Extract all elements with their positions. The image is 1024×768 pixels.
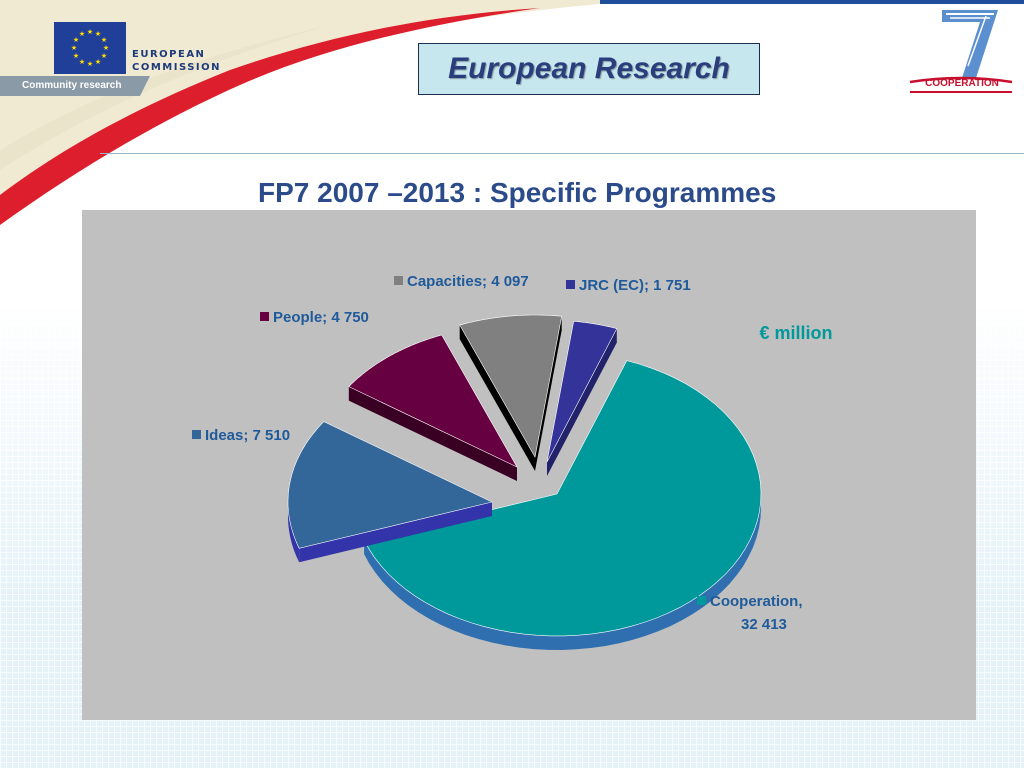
legend-swatch-cooperation (697, 596, 706, 605)
svg-text:★: ★ (71, 44, 77, 52)
svg-text:★: ★ (87, 28, 93, 36)
chart-area: Cooperation, 32 413 Ideas; 7 510 People; 4 … (82, 210, 976, 720)
svg-text:★: ★ (79, 58, 85, 66)
svg-text:★: ★ (95, 30, 101, 38)
pie-slice-edge-people (348, 386, 517, 481)
svg-text:★: ★ (79, 30, 85, 38)
pie-slice-top-cooperation (363, 360, 762, 637)
data-label-text-jrc-ec: JRC (EC); 1 751 (579, 277, 691, 294)
pie-slice-edge-capacities (535, 316, 562, 471)
pie-slice-jrc-ec (546, 320, 618, 476)
svg-text:★: ★ (101, 36, 107, 44)
pie-slice-top-people (348, 334, 518, 468)
svg-text:★: ★ (101, 52, 107, 60)
pie-chart: Cooperation, 32 413 Ideas; 7 510 People; 4 … (192, 273, 833, 650)
legend-swatch-ideas (192, 430, 201, 439)
legend-swatch-jrc-ec (566, 280, 575, 289)
data-label-cooperation: Cooperation, 32 413 (697, 593, 803, 633)
data-label-capacities: Capacities; 4 097 (394, 273, 529, 290)
pie-slice-top-jrc-ec (546, 320, 618, 463)
fp7-logo-label: COOPERATION (925, 78, 999, 89)
chart-title: FP7 2007 –2013 : Specific Programmes (258, 177, 777, 208)
pie-slice-people (348, 334, 518, 481)
svg-text:★: ★ (87, 60, 93, 68)
data-label-jrc-ec: JRC (EC); 1 751 (566, 277, 691, 294)
pie-slice-top-ideas (287, 421, 493, 549)
pie-slice-capacities (459, 314, 563, 471)
unit-label: € million (759, 323, 832, 343)
ec-subtitle: Community research (22, 80, 122, 91)
brand-box-text: European Research (448, 52, 730, 85)
svg-text:★: ★ (95, 58, 101, 66)
legend-swatch-capacities (394, 276, 403, 285)
data-label-text-ideas: Ideas; 7 510 (205, 427, 290, 444)
svg-text:★: ★ (73, 36, 79, 44)
pie-slice-top-capacities (459, 314, 563, 458)
top-bar-blue-right (590, 0, 1024, 4)
ec-subtitle-band (0, 76, 150, 96)
data-label-text-capacities: Capacities; 4 097 (407, 273, 529, 290)
ec-logo-line1: EUROPEAN (132, 49, 206, 60)
pie-slice-edge-capacities (459, 325, 535, 471)
data-label-people: People; 4 750 (260, 309, 369, 326)
legend-swatch-people (260, 312, 269, 321)
fp7-seven-logo-icon (909, 10, 1013, 93)
pie-slice-side-ideas (288, 502, 300, 563)
pie-slice-ideas (287, 421, 493, 563)
header-divider (100, 153, 1024, 154)
data-label-text-people: People; 4 750 (273, 309, 369, 326)
svg-text:★: ★ (73, 52, 79, 60)
pie-slice-edge-jrc-ec (547, 328, 617, 476)
data-label-ideas: Ideas; 7 510 (192, 427, 290, 444)
header-swoosh (0, 0, 600, 225)
pie-slice-edge-ideas (299, 502, 492, 563)
eu-flag-icon: ★ ★ ★ ★ ★ ★ ★ ★ ★ ★ ★ ★ (54, 22, 126, 74)
svg-text:★: ★ (103, 44, 109, 52)
ec-logo-text: EUROPEAN COMMISSION (132, 48, 292, 74)
ec-logo-line2: COMMISSION (132, 62, 222, 73)
data-label-text-cooperation: Cooperation, 32 413 (710, 593, 803, 633)
pie-slice-cooperation (363, 360, 762, 650)
brand-box: European Research (418, 43, 760, 95)
